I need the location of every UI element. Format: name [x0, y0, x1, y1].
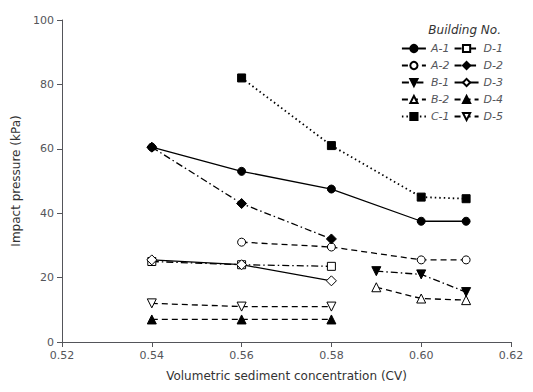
svg-text:0.62: 0.62	[499, 349, 524, 362]
svg-text:D-4: D-4	[484, 93, 503, 106]
svg-text:B-2: B-2	[431, 93, 449, 106]
svg-text:C-1: C-1	[431, 110, 450, 123]
svg-text:40: 40	[40, 207, 54, 220]
svg-text:100: 100	[33, 14, 54, 27]
svg-text:D-3: D-3	[484, 76, 503, 89]
svg-text:0.60: 0.60	[409, 349, 434, 362]
svg-text:Volumetric sediment concentrat: Volumetric sediment concentration (CV)	[166, 369, 407, 383]
svg-text:A-2: A-2	[430, 59, 450, 72]
svg-text:0.56: 0.56	[229, 349, 254, 362]
svg-text:Building No.: Building No.	[428, 23, 501, 37]
svg-text:D-2: D-2	[484, 59, 503, 72]
svg-text:0.58: 0.58	[319, 349, 344, 362]
svg-text:D-5: D-5	[484, 110, 503, 123]
svg-text:D-1: D-1	[484, 42, 503, 55]
svg-text:Impact pressure (kPa): Impact pressure (kPa)	[9, 115, 23, 246]
svg-text:20: 20	[40, 271, 54, 284]
svg-text:B-1: B-1	[431, 76, 449, 89]
svg-text:0.54: 0.54	[140, 349, 165, 362]
svg-text:A-1: A-1	[430, 42, 450, 55]
svg-text:60: 60	[40, 142, 54, 155]
svg-text:80: 80	[40, 78, 54, 91]
svg-text:0.52: 0.52	[50, 349, 75, 362]
svg-text:0: 0	[47, 336, 54, 349]
